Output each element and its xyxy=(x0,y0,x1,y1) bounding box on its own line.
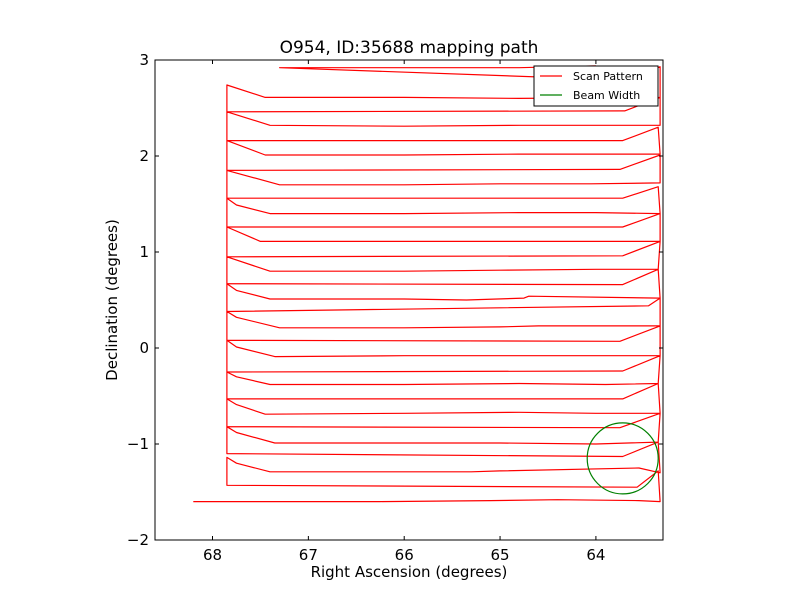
x-axis-ticks: 68 67 66 65 64 xyxy=(203,60,605,564)
beam-width-circle xyxy=(586,422,659,495)
chart-title: O954, ID:35688 mapping path xyxy=(280,38,539,58)
x-tick-label: 66 xyxy=(395,546,414,564)
legend-label-scan: Scan Pattern xyxy=(573,70,643,83)
series-layer xyxy=(193,65,661,503)
legend-label-beam: Beam Width xyxy=(573,89,640,102)
scan-pattern-line xyxy=(193,65,661,503)
y-tick-label: 0 xyxy=(139,339,149,357)
y-axis-label: Declination (degrees) xyxy=(103,219,121,381)
legend: Scan Pattern Beam Width xyxy=(533,65,659,107)
plot-area xyxy=(155,60,663,540)
y-tick-label: 1 xyxy=(139,243,149,261)
y-tick-label: 2 xyxy=(139,147,149,165)
x-tick-label: 68 xyxy=(203,546,222,564)
y-tick-label: −1 xyxy=(127,435,149,453)
x-tick-label: 65 xyxy=(491,546,510,564)
x-tick-label: 64 xyxy=(586,546,605,564)
plot-frame xyxy=(154,59,664,541)
x-axis-label: Right Ascension (degrees) xyxy=(311,563,508,581)
y-axis-ticks: −2 −1 0 1 2 3 xyxy=(127,51,663,549)
x-tick-label: 67 xyxy=(299,546,318,564)
y-tick-label: −2 xyxy=(127,531,149,549)
y-tick-label: 3 xyxy=(139,51,149,69)
legend-box xyxy=(533,65,659,107)
